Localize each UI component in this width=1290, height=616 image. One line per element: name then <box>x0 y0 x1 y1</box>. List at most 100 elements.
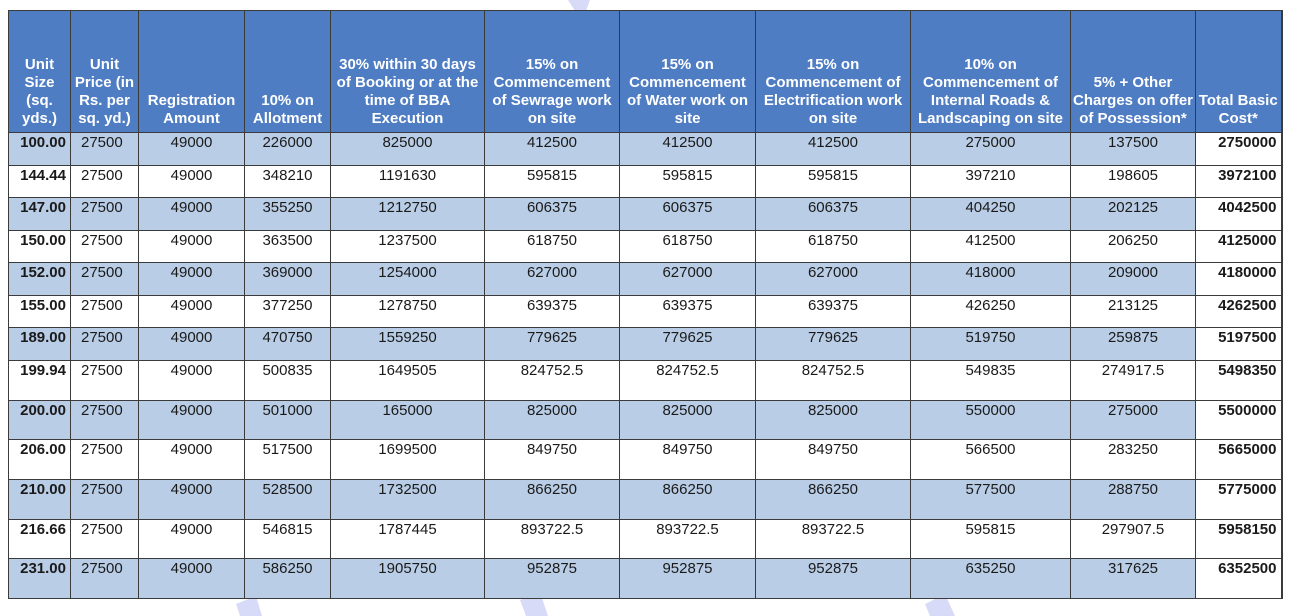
cell-possession: 283250 <box>1070 439 1196 480</box>
cell-water: 779625 <box>619 327 756 361</box>
cell-allotment: 517500 <box>244 439 331 480</box>
table-row: 147.00 27500 49000 355250 1212750 606375… <box>8 197 1283 231</box>
cell-sewrage: 627000 <box>484 262 620 296</box>
cell-sewrage: 639375 <box>484 294 620 329</box>
cell-electrification: 412500 <box>755 132 911 166</box>
table-row: 189.00 27500 49000 470750 1559250 779625… <box>8 327 1283 361</box>
cell-possession: 213125 <box>1070 294 1196 329</box>
cell-water: 866250 <box>619 478 756 520</box>
cell-booking: 1212750 <box>330 197 485 231</box>
table-row: 210.00 27500 49000 528500 1732500 866250… <box>8 478 1283 520</box>
header-registration-amount: Registration Amount <box>138 10 245 133</box>
cell-booking: 1649505 <box>330 359 485 401</box>
cell-booking: 1905750 <box>330 558 485 599</box>
cell-unit-price: 27500 <box>70 439 139 480</box>
header-total-basic-cost: Total Basic Cost* <box>1195 10 1283 133</box>
cell-unit-size: 231.00 <box>8 558 71 599</box>
cell-booking: 1787445 <box>330 518 485 560</box>
cell-allotment: 355250 <box>244 197 331 231</box>
cell-sewrage: 824752.5 <box>484 359 620 401</box>
cell-total-basic-cost: 6352500 <box>1195 558 1283 599</box>
cell-total-basic-cost: 5498350 <box>1195 359 1283 401</box>
cell-registration: 49000 <box>138 132 245 166</box>
cell-water: 825000 <box>619 399 756 441</box>
cell-unit-size: 206.00 <box>8 439 71 480</box>
header-booking: 30% within 30 days of Booking or at the … <box>330 10 485 133</box>
cell-unit-price: 27500 <box>70 518 139 560</box>
cell-unit-price: 27500 <box>70 229 139 264</box>
cell-electrification: 779625 <box>755 327 911 361</box>
header-row: Unit Size (sq. yds.) Unit Price (in Rs. … <box>8 10 1283 133</box>
cell-registration: 49000 <box>138 294 245 329</box>
cell-registration: 49000 <box>138 229 245 264</box>
cell-water: 824752.5 <box>619 359 756 401</box>
table-row: 200.00 27500 49000 501000 165000 825000 … <box>8 399 1283 441</box>
cell-registration: 49000 <box>138 399 245 441</box>
cell-registration: 49000 <box>138 359 245 401</box>
cell-allotment: 348210 <box>244 164 331 199</box>
table-row: 216.66 27500 49000 546815 1787445 893722… <box>8 518 1283 560</box>
cell-total-basic-cost: 5197500 <box>1195 327 1283 361</box>
cell-total-basic-cost: 5665000 <box>1195 439 1283 480</box>
cell-unit-price: 27500 <box>70 327 139 361</box>
table-header: Unit Size (sq. yds.) Unit Price (in Rs. … <box>8 10 1283 133</box>
cell-registration: 49000 <box>138 439 245 480</box>
table-row: 150.00 27500 49000 363500 1237500 618750… <box>8 229 1283 264</box>
cell-total-basic-cost: 5775000 <box>1195 478 1283 520</box>
table-row: 155.00 27500 49000 377250 1278750 639375… <box>8 294 1283 329</box>
cell-booking: 1732500 <box>330 478 485 520</box>
cell-internal-roads: 550000 <box>910 399 1071 441</box>
cell-allotment: 377250 <box>244 294 331 329</box>
cell-electrification: 618750 <box>755 229 911 264</box>
cell-booking: 1191630 <box>330 164 485 199</box>
cell-sewrage: 825000 <box>484 399 620 441</box>
cell-total-basic-cost: 4042500 <box>1195 197 1283 231</box>
cell-unit-size: 100.00 <box>8 132 71 166</box>
cell-registration: 49000 <box>138 558 245 599</box>
cell-unit-price: 27500 <box>70 478 139 520</box>
header-water: 15% on Commencement of Water work on sit… <box>619 10 756 133</box>
cell-possession: 137500 <box>1070 132 1196 166</box>
cell-unit-size: 155.00 <box>8 294 71 329</box>
cell-electrification: 595815 <box>755 164 911 199</box>
header-sewrage: 15% on Commencement of Sewrage work on s… <box>484 10 620 133</box>
cell-unit-size: 210.00 <box>8 478 71 520</box>
header-unit-price: Unit Price (in Rs. per sq. yd.) <box>70 10 139 133</box>
cell-unit-size: 144.44 <box>8 164 71 199</box>
cell-sewrage: 952875 <box>484 558 620 599</box>
cell-sewrage: 866250 <box>484 478 620 520</box>
cell-internal-roads: 397210 <box>910 164 1071 199</box>
cell-allotment: 226000 <box>244 132 331 166</box>
cell-water: 412500 <box>619 132 756 166</box>
cell-booking: 1254000 <box>330 262 485 296</box>
cell-sewrage: 606375 <box>484 197 620 231</box>
cell-unit-size: 147.00 <box>8 197 71 231</box>
cell-internal-roads: 404250 <box>910 197 1071 231</box>
cell-allotment: 501000 <box>244 399 331 441</box>
cell-unit-price: 27500 <box>70 359 139 401</box>
cell-internal-roads: 566500 <box>910 439 1071 480</box>
cell-unit-size: 150.00 <box>8 229 71 264</box>
cell-allotment: 586250 <box>244 558 331 599</box>
cell-allotment: 470750 <box>244 327 331 361</box>
cell-internal-roads: 418000 <box>910 262 1071 296</box>
header-allotment: 10% on Allotment <box>244 10 331 133</box>
cell-possession: 275000 <box>1070 399 1196 441</box>
cell-internal-roads: 635250 <box>910 558 1071 599</box>
cell-possession: 202125 <box>1070 197 1196 231</box>
cell-booking: 165000 <box>330 399 485 441</box>
cell-sewrage: 618750 <box>484 229 620 264</box>
cell-allotment: 546815 <box>244 518 331 560</box>
cell-unit-price: 27500 <box>70 294 139 329</box>
cell-allotment: 528500 <box>244 478 331 520</box>
cell-water: 606375 <box>619 197 756 231</box>
cell-internal-roads: 549835 <box>910 359 1071 401</box>
cell-water: 952875 <box>619 558 756 599</box>
cell-registration: 49000 <box>138 478 245 520</box>
cell-registration: 49000 <box>138 327 245 361</box>
cell-total-basic-cost: 3972100 <box>1195 164 1283 199</box>
cell-booking: 1559250 <box>330 327 485 361</box>
cell-booking: 825000 <box>330 132 485 166</box>
cell-booking: 1237500 <box>330 229 485 264</box>
cell-electrification: 893722.5 <box>755 518 911 560</box>
